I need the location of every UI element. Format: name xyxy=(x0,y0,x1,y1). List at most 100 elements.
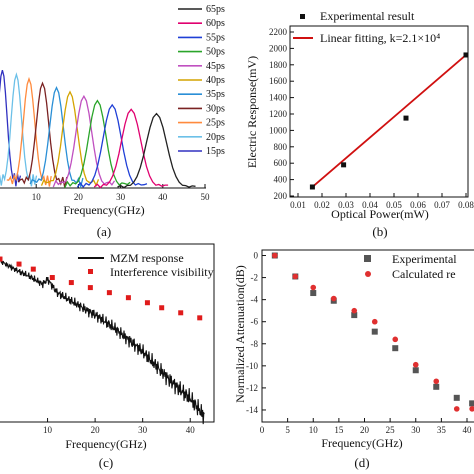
panel-a-legend-label: 65ps xyxy=(206,4,225,15)
panel-a-legend-label: 25ps xyxy=(206,118,225,129)
panel-d-y-tick-label: -10 xyxy=(246,361,258,371)
panel-d-point-experimental xyxy=(453,394,460,401)
panel-d-point-experimental xyxy=(310,290,317,297)
panel-d-point-experimental xyxy=(433,383,440,390)
panel-b-x-tick-label: 0.01 xyxy=(290,200,306,210)
panel-a-x-tick-label: 30 xyxy=(116,192,126,202)
panel-c-x-axis-label: Frequency(GHz) xyxy=(65,437,146,451)
panel-d-y-tick-label: -8 xyxy=(251,339,259,349)
panel-c-x-tick-label: 40 xyxy=(186,425,196,435)
panel-c-plot-frame xyxy=(0,243,215,423)
panel-a-series-30ps xyxy=(17,81,68,188)
panel-d-y-tick-label: -6 xyxy=(251,317,259,327)
panel-d-point-experimental xyxy=(412,367,419,374)
panel-d-legend-marker xyxy=(364,255,371,262)
panel-c-x-tick-label: 20 xyxy=(91,425,101,435)
panel-d-point-experimental xyxy=(392,345,399,352)
panel-a-x-axis-label: Frequency(GHz) xyxy=(63,203,144,217)
panel-b-y-tick-label: 1800 xyxy=(269,60,288,70)
panel-d-point-calculated xyxy=(469,406,474,412)
panel-a-caption: (a) xyxy=(97,224,111,239)
panel-c-point xyxy=(197,315,203,321)
panel-a-series-50ps xyxy=(64,99,131,189)
panel-b-y-tick-label: 2000 xyxy=(269,43,288,53)
panel-c-point xyxy=(125,295,131,301)
panel-b-plot-frame xyxy=(289,25,469,198)
panel-d-y-tick-label: -14 xyxy=(246,405,258,415)
panel-b-y-tick-label: 1600 xyxy=(269,76,288,86)
panel-d-point-calculated xyxy=(433,378,440,385)
panel-c-series-mzm-response xyxy=(0,257,205,425)
panel-b-point xyxy=(341,162,347,168)
panel-b-y-axis-label: Electric Response(mV) xyxy=(245,56,259,168)
panel-d-point-calculated xyxy=(310,284,317,291)
panel-b-caption: (b) xyxy=(372,224,387,239)
panel-b-x-tick-label: 0.07 xyxy=(434,200,450,210)
panel-d-point-calculated xyxy=(453,406,460,412)
panel-b-x-tick-label: 0.04 xyxy=(362,200,378,210)
panel-b-x-tick-label: 0.08 xyxy=(458,200,474,210)
panel-a-x-tick-label: 50 xyxy=(201,192,211,202)
panel-b-x-tick-label: 0.05 xyxy=(386,200,402,210)
panel-d-y-tick-label: 0 xyxy=(254,251,259,261)
panel-a-legend-label: 30ps xyxy=(206,103,225,114)
panel-b-point xyxy=(403,115,409,121)
panel-b-y-tick-label: 1400 xyxy=(269,93,288,103)
panel-b-y-tick-label: 1000 xyxy=(269,125,288,135)
panel-b-y-tick-label: 600 xyxy=(274,158,288,168)
panel-b-x-tick-label: 0.03 xyxy=(338,200,354,210)
panel-a-series-25ps xyxy=(6,76,52,187)
panel-d-point-calculated xyxy=(412,361,419,368)
panel-d-point-calculated xyxy=(272,252,278,259)
panel-c-x-tick-label: 30 xyxy=(138,425,148,435)
panel-d-x-tick-label: 15 xyxy=(334,425,344,435)
panel-c-legend-marker xyxy=(88,269,93,274)
panel-b-legend-marker xyxy=(300,14,305,19)
panel-c-caption: (c) xyxy=(99,455,113,470)
panel-c-point xyxy=(178,310,184,316)
panel-b-point xyxy=(309,184,315,190)
panel-a-series-55ps xyxy=(76,103,148,188)
panel-d-point-calculated xyxy=(330,295,337,302)
panel-d-point-calculated xyxy=(371,318,378,325)
panel-d-x-tick-label: 30 xyxy=(411,425,421,435)
panel-d-x-tick-label: 40 xyxy=(463,425,473,435)
panel-d-x-tick-label: 35 xyxy=(437,425,447,435)
panel-c-point xyxy=(87,285,93,291)
panel-d-point-experimental xyxy=(371,328,378,335)
panel-a-legend-label: 40ps xyxy=(206,75,225,86)
panel-a-legend-label: 20ps xyxy=(206,132,225,143)
panel-d-y-tick-label: -4 xyxy=(251,295,259,305)
panel-d-point-calculated xyxy=(392,336,399,343)
panel-d-x-tick-label: 25 xyxy=(386,425,396,435)
panel-a-series-65ps xyxy=(117,112,196,189)
panel-d-y-tick-label: -12 xyxy=(246,383,258,393)
panel-d-point-calculated xyxy=(351,307,358,314)
panel-b-legend-label: Linear fitting, k=2.1×10⁴ xyxy=(320,31,440,45)
panel-b-x-axis-label: Optical Power(mW) xyxy=(331,207,429,221)
panel-d-y-tick-label: -2 xyxy=(251,273,259,283)
panel-d-legend-marker xyxy=(365,271,371,277)
panel-c-point xyxy=(159,305,165,311)
panel-a-legend-label: 45ps xyxy=(206,61,225,72)
panel-b-y-tick-label: 200 xyxy=(274,191,288,201)
panel-c-legend-label: MZM response xyxy=(110,251,184,265)
panel-b-x-tick-label: 0.02 xyxy=(314,200,330,210)
panel-a-legend-label: 60ps xyxy=(206,18,225,29)
panel-c-x-tick-label: 10 xyxy=(43,425,53,435)
panel-c-point xyxy=(144,300,150,306)
panel-a-x-tick-label: 10 xyxy=(32,192,42,202)
panel-c-point xyxy=(106,290,112,296)
panel-d-x-tick-label: 0 xyxy=(260,425,265,435)
panel-c-legend-label: Interference visibility xyxy=(110,265,214,279)
panel-a-legend-label: 55ps xyxy=(206,32,225,43)
panel-a-x-tick-label: 20 xyxy=(74,192,84,202)
panel-b-y-tick-label: 800 xyxy=(274,142,288,152)
panel-b-series-linear-fit xyxy=(311,54,467,188)
panel-b-y-tick-label: 400 xyxy=(274,175,288,185)
panel-b-y-tick-label: 2200 xyxy=(269,27,288,37)
panel-a-series-15ps xyxy=(0,70,22,187)
panel-d-x-tick-label: 10 xyxy=(309,425,319,435)
panel-b-x-tick-label: 0.06 xyxy=(410,200,426,210)
